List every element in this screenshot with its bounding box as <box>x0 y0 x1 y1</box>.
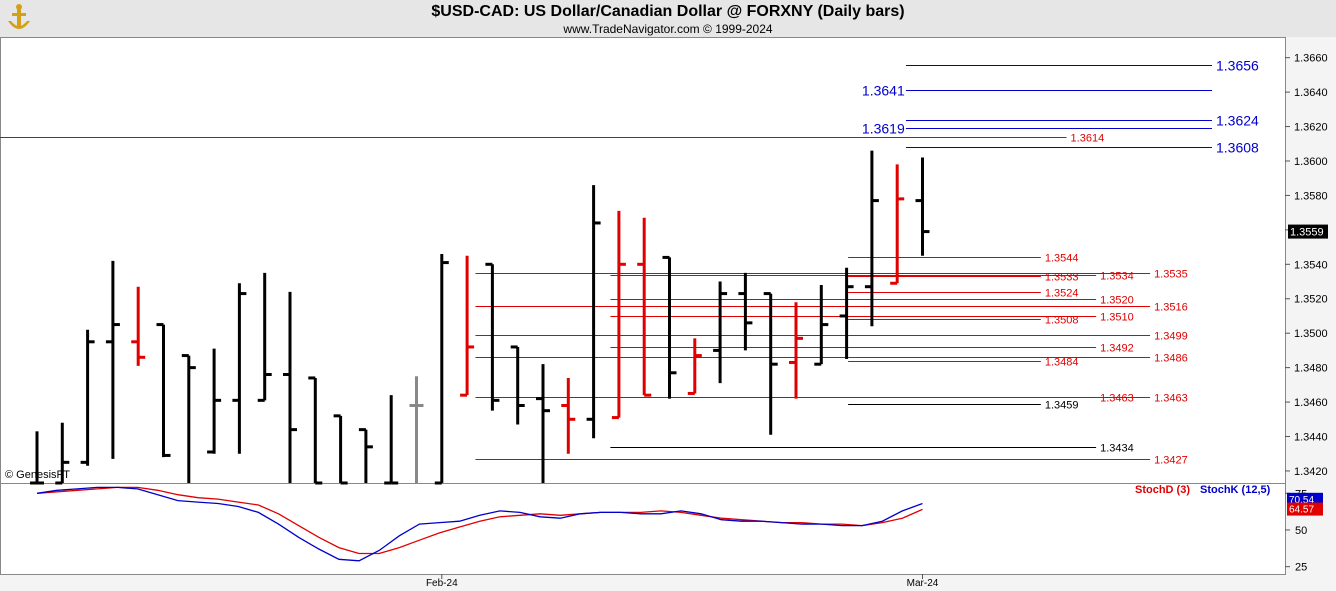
y-tick-label: 1.3640 <box>1294 87 1328 99</box>
ohlc-bar <box>586 185 601 439</box>
stoch-line <box>36 486 923 562</box>
level-label: 1.3516 <box>1154 302 1188 314</box>
ohlc-bar <box>181 354 196 483</box>
level-label: 1.3544 <box>1045 253 1079 265</box>
ohlc-bar <box>409 376 424 483</box>
chart-title: $USD-CAD: US Dollar/Canadian Dollar @ FO… <box>431 3 905 20</box>
ohlc-bar <box>814 284 829 366</box>
level-label: 1.3492 <box>1100 343 1134 355</box>
ohlc-bar <box>384 395 399 485</box>
ohlc-bar <box>485 262 500 411</box>
level-label: 1.3459 <box>1045 400 1079 412</box>
level-label: 1.3508 <box>1045 315 1079 327</box>
ohlc-bar <box>561 377 576 454</box>
stochd-value-badge <box>1287 502 1323 516</box>
ohlc-bar <box>55 422 70 485</box>
ohlc-bar <box>131 286 146 366</box>
ohlc-bar <box>687 338 702 395</box>
ohlc-bar <box>713 281 728 384</box>
level-label: 1.3499 <box>1154 331 1188 343</box>
ohlc-bar <box>536 364 550 483</box>
stochk-value-badge <box>1287 492 1323 506</box>
stoch-line <box>36 486 923 555</box>
ohlc-bar <box>611 210 626 420</box>
legend-stochd: StochD (3) <box>1135 484 1190 496</box>
y-tick-label: 1.3660 <box>1294 53 1328 65</box>
ohlc-bar <box>156 323 171 458</box>
x-tick-label: Feb-24 <box>426 578 458 589</box>
last-price-label: 1.3559 <box>1290 227 1324 239</box>
y-tick-label: 1.3620 <box>1294 122 1328 134</box>
level-label: 1.3535 <box>1154 269 1188 281</box>
y-tick-label: 1.3600 <box>1294 156 1328 168</box>
ohlc-bar <box>890 164 905 285</box>
level-label: 1.3533 <box>1045 272 1079 284</box>
level-label: 1.3486 <box>1154 353 1188 365</box>
trading-navigator-logo-icon <box>4 3 34 33</box>
watermark: © GenesisFT <box>5 469 70 481</box>
ohlc-bar <box>80 329 95 466</box>
ohlc-bar <box>738 272 753 351</box>
last-price-badge <box>1288 224 1328 239</box>
bottom-axis-bg <box>0 575 1336 591</box>
y-tick-label: 1.3420 <box>1294 466 1328 478</box>
ohlc-bar <box>308 376 323 485</box>
chart-subtitle: www.TradeNavigator.com © 1999-2024 <box>563 22 773 36</box>
ohlc-bar <box>510 345 525 425</box>
y-tick-label: 1.3480 <box>1294 363 1328 375</box>
ohlc-bar <box>763 292 778 435</box>
ohlc-bar <box>637 217 652 397</box>
ohlc-bar <box>30 431 44 485</box>
level-label: 1.3619 <box>862 121 905 137</box>
x-tick-label: Mar-24 <box>907 578 939 589</box>
ohlc-bar <box>358 428 373 483</box>
level-label: 1.3614 <box>1071 133 1105 145</box>
stochd-value-label: 64.57 <box>1289 505 1314 516</box>
ohlc-bar <box>839 267 854 360</box>
level-label: 1.3641 <box>862 83 905 99</box>
ohlc-bar <box>434 253 449 485</box>
ohlc-bar <box>915 157 930 256</box>
level-label: 1.3463 <box>1154 393 1188 405</box>
level-label: 1.3463 <box>1100 393 1134 405</box>
legend-stochk: StochK (12,5) <box>1200 484 1271 496</box>
level-label: 1.3484 <box>1045 357 1079 369</box>
y-tick-label: 1.3540 <box>1294 259 1328 271</box>
ohlc-bar <box>283 291 297 483</box>
level-label: 1.3656 <box>1216 58 1259 74</box>
ohlc-bar <box>864 150 879 327</box>
level-label: 1.3608 <box>1216 140 1259 156</box>
y-tick-label: 1.3520 <box>1294 294 1328 306</box>
level-label: 1.3534 <box>1100 271 1134 283</box>
ohlc-bar <box>333 414 348 485</box>
level-label: 1.3427 <box>1154 455 1188 467</box>
ohlc-bar <box>232 283 247 454</box>
ohlc-bar <box>257 272 272 402</box>
level-label: 1.3520 <box>1100 295 1134 307</box>
ohlc-bar <box>789 302 803 399</box>
y-tick-label: 1.3440 <box>1294 432 1328 444</box>
level-label: 1.3524 <box>1045 288 1079 300</box>
ohlc-bar <box>207 348 222 454</box>
level-label: 1.3510 <box>1100 312 1134 324</box>
ohlc-bar <box>460 255 475 397</box>
stoch-y-tick-label: 50 <box>1295 525 1307 537</box>
level-label: 1.3624 <box>1216 113 1259 129</box>
stoch-y-tick-label: 25 <box>1295 562 1307 574</box>
ohlc-bar <box>105 260 120 459</box>
y-tick-label: 1.3500 <box>1294 328 1328 340</box>
level-label: 1.3434 <box>1100 443 1134 455</box>
y-tick-label: 1.3460 <box>1294 397 1328 409</box>
y-tick-label: 1.3580 <box>1294 190 1328 202</box>
ohlc-bar <box>662 255 677 399</box>
chart-header <box>0 0 1336 37</box>
stochk-value-label: 70.54 <box>1289 495 1314 506</box>
